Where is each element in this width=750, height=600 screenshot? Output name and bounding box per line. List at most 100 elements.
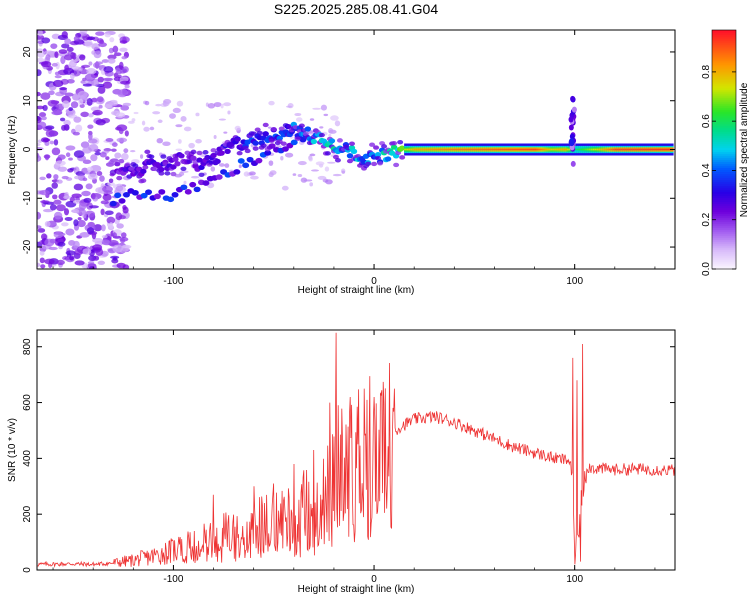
colorbar-segment xyxy=(712,113,736,117)
noise-blob xyxy=(122,204,127,210)
colorbar-frame xyxy=(711,29,737,270)
noise-blob xyxy=(120,105,130,111)
spectrogram-cell xyxy=(398,145,406,151)
spectrogram-cell xyxy=(281,146,289,152)
noise-blob xyxy=(56,204,66,212)
spectrogram-cell xyxy=(180,184,188,191)
noise-blob xyxy=(37,139,42,143)
colorbar-segment xyxy=(712,217,736,220)
spectrogram-cell xyxy=(636,148,640,151)
noise-blob xyxy=(49,204,57,211)
noise-blob xyxy=(123,148,129,154)
noise-blob xyxy=(51,182,58,189)
colorbar-segment xyxy=(712,31,736,35)
spectrogram-cell xyxy=(116,175,123,181)
colorbar-segment xyxy=(712,183,736,186)
noise-blob xyxy=(65,250,76,256)
noise-blob xyxy=(70,101,79,109)
spectrogram-cell xyxy=(124,162,131,168)
spectrogram-cell xyxy=(432,148,435,151)
spectrogram-cell xyxy=(450,148,453,151)
noise-blob xyxy=(90,165,102,172)
spectrogram-cell xyxy=(568,116,574,123)
noise-blob xyxy=(268,160,274,166)
spectrogram-cell xyxy=(418,148,421,151)
noise-blob xyxy=(37,121,47,129)
spectrogram-cell xyxy=(624,148,628,151)
noise-blob xyxy=(250,175,259,180)
colorbar-segment xyxy=(712,215,736,218)
noise-blob xyxy=(98,104,103,109)
colorbar-segment xyxy=(712,159,736,163)
noise-blob xyxy=(155,103,162,107)
noise-blob xyxy=(104,33,111,38)
spectrogram-cell xyxy=(618,148,622,151)
colorbar-segment xyxy=(712,237,736,240)
colorbar-segment xyxy=(712,225,736,228)
noise-blob xyxy=(285,105,293,108)
noise-blob xyxy=(334,120,341,127)
noise-blob xyxy=(65,152,71,158)
spectrogram-cell xyxy=(196,150,203,156)
colorbar-segment xyxy=(712,61,736,65)
noise-blob xyxy=(88,144,99,152)
noise-blob xyxy=(108,101,119,107)
noise-blob xyxy=(319,126,324,129)
colorbar-segment xyxy=(712,139,736,143)
spectrogram-cell xyxy=(280,141,287,146)
noise-blob xyxy=(105,156,110,161)
spectrogram-cell xyxy=(298,123,305,128)
noise-blob xyxy=(77,217,82,221)
noise-blob xyxy=(111,148,117,152)
spectrogram-cell xyxy=(500,148,504,151)
spectrogram-cell xyxy=(244,148,251,154)
colorbar-ticks: 0.0 0.2 0.4 0.6 0.8 xyxy=(701,64,736,276)
x-tick-label: 100 xyxy=(566,574,583,585)
noise-blob xyxy=(95,31,105,36)
noise-blob xyxy=(63,208,70,216)
y-tick-label: 10 xyxy=(22,95,33,107)
noise-blob xyxy=(45,125,55,130)
colorbar-segment xyxy=(712,45,736,49)
colorbar-segment xyxy=(712,263,736,266)
spectrogram-cell xyxy=(578,148,582,151)
spectrogram-cell xyxy=(556,148,560,151)
noise-blob xyxy=(56,103,65,111)
spectrogram-cell xyxy=(369,142,376,147)
spectrogram-cell xyxy=(592,148,596,151)
noise-blob xyxy=(96,171,103,176)
spectrogram-cell xyxy=(140,192,148,199)
noise-blob xyxy=(88,132,93,141)
spectrogram-cell xyxy=(568,124,574,131)
noise-blob xyxy=(69,60,77,68)
colorbar-segment xyxy=(712,33,736,37)
spectrogram-cell xyxy=(428,148,431,151)
colorbar-segment xyxy=(712,265,736,268)
noise-blob xyxy=(39,257,45,264)
noise-blob xyxy=(269,170,277,176)
spectrogram-cell xyxy=(544,148,548,151)
noise-blob xyxy=(65,145,76,151)
colorbar-segment xyxy=(712,197,736,200)
spectrogram-cell xyxy=(480,148,483,151)
colorbar-segment xyxy=(712,93,736,97)
colorbar-tick-label: 0.4 xyxy=(701,163,712,177)
spectrogram-cell xyxy=(256,130,263,136)
noise-blob xyxy=(77,67,83,72)
y-tick-label: -10 xyxy=(22,191,33,206)
colorbar-tick-label: 0.8 xyxy=(701,64,712,78)
colorbar-segment xyxy=(712,133,736,137)
snr-y-label: SNR (10 * v/v) xyxy=(7,418,18,482)
spectrogram-cell xyxy=(452,148,455,151)
colorbar-segment xyxy=(712,165,736,169)
noise-blob xyxy=(55,160,66,166)
noise-blob xyxy=(37,225,42,229)
noise-blob xyxy=(107,57,116,64)
noise-blob xyxy=(90,192,96,200)
spectrogram-cell xyxy=(210,148,217,153)
noise-blob xyxy=(50,43,58,49)
noise-blob xyxy=(42,208,54,213)
colorbar-segment xyxy=(712,247,736,250)
noise-blob xyxy=(220,103,224,109)
